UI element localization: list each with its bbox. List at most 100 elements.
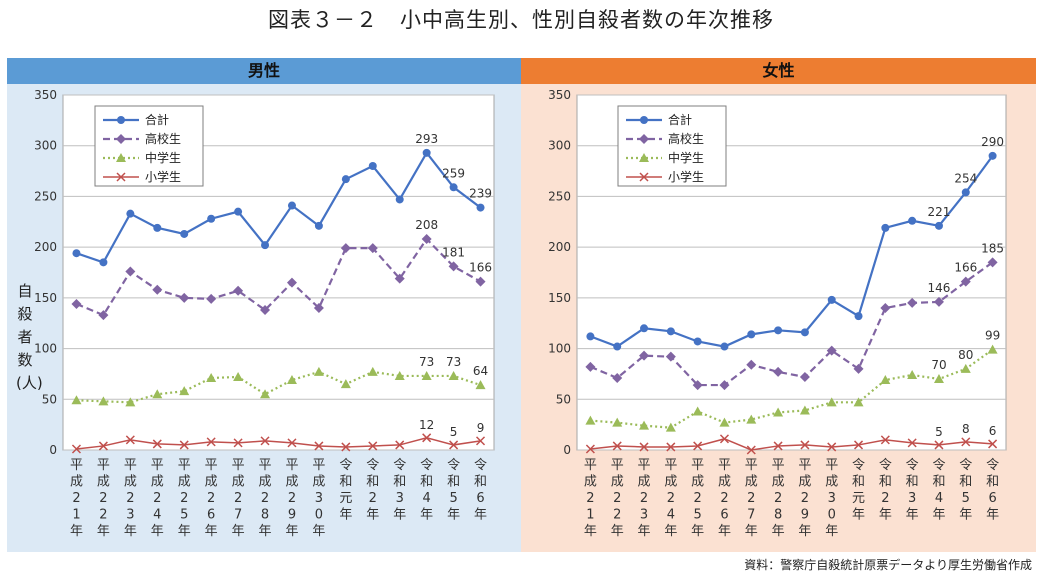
data-point-middle bbox=[71, 395, 82, 405]
data-point-middle bbox=[826, 397, 837, 407]
svg-text:1: 1 bbox=[586, 508, 594, 523]
female-panel: 女性 0 50 100 150 200 250 300 350 平成 2 1 年平成 2 2 年平成 2 3 年平… bbox=[521, 58, 1036, 552]
data-point-high bbox=[125, 266, 136, 277]
data-point-total bbox=[476, 203, 485, 212]
data-point-total bbox=[774, 326, 783, 335]
data-point-middle bbox=[206, 372, 217, 382]
svg-text:2: 2 bbox=[153, 491, 161, 506]
data-point-elementary bbox=[422, 433, 432, 443]
svg-text:年: 年 bbox=[447, 508, 460, 523]
svg-text:和: 和 bbox=[879, 475, 892, 490]
data-point-total bbox=[287, 201, 296, 210]
svg-text:2: 2 bbox=[667, 491, 675, 506]
data-label: 146 bbox=[928, 281, 951, 295]
data-point-middle bbox=[313, 366, 324, 376]
data-point-high bbox=[853, 363, 864, 374]
svg-text:平: 平 bbox=[70, 458, 83, 473]
data-point-elementary bbox=[206, 437, 216, 447]
legend-marker-elementary bbox=[639, 172, 649, 182]
data-point-elementary bbox=[693, 441, 703, 451]
svg-text:成: 成 bbox=[745, 475, 758, 490]
svg-text:2: 2 bbox=[99, 491, 107, 506]
svg-text:年: 年 bbox=[312, 524, 325, 539]
y-tick-label: 300 bbox=[548, 139, 571, 153]
svg-text:平: 平 bbox=[178, 458, 191, 473]
male-chart: 050100150200250300350平成21年平成22年平成23年平成24… bbox=[34, 88, 495, 539]
data-point-total bbox=[314, 221, 323, 230]
data-label: 181 bbox=[442, 245, 465, 259]
svg-text:年: 年 bbox=[611, 524, 624, 539]
svg-text:0: 0 bbox=[828, 508, 836, 523]
y-tick-label: 250 bbox=[34, 189, 57, 203]
svg-text:年: 年 bbox=[906, 508, 919, 523]
x-tick-label: 平成2 6年 bbox=[718, 458, 731, 539]
data-point-middle bbox=[286, 375, 297, 385]
x-tick-label: 平成2 4年 bbox=[151, 458, 164, 539]
svg-text:令: 令 bbox=[959, 458, 972, 473]
data-point-middle bbox=[665, 422, 676, 432]
svg-text:平: 平 bbox=[798, 458, 811, 473]
data-point-elementary bbox=[125, 435, 135, 445]
data-point-elementary bbox=[449, 440, 459, 450]
svg-text:成: 成 bbox=[178, 475, 191, 490]
svg-text:年: 年 bbox=[852, 508, 865, 523]
svg-text:元: 元 bbox=[852, 491, 865, 506]
data-point-elementary bbox=[395, 440, 405, 450]
x-tick-label: 平成2 7年 bbox=[232, 458, 245, 539]
data-point-middle bbox=[340, 379, 351, 389]
svg-text:和: 和 bbox=[339, 475, 352, 490]
svg-text:1: 1 bbox=[72, 508, 80, 523]
svg-text:令: 令 bbox=[420, 458, 433, 473]
svg-text:3: 3 bbox=[126, 508, 134, 523]
svg-text:年: 年 bbox=[97, 524, 110, 539]
data-label: 9 bbox=[477, 421, 485, 435]
data-point-high bbox=[612, 372, 623, 383]
svg-text:3: 3 bbox=[396, 491, 404, 506]
data-point-total bbox=[988, 151, 997, 160]
data-point-elementary bbox=[961, 437, 971, 447]
data-point-total bbox=[800, 328, 809, 337]
x-tick-label: 平成3 0年 bbox=[312, 458, 325, 539]
svg-text:2: 2 bbox=[234, 491, 242, 506]
svg-text:成: 成 bbox=[97, 475, 110, 490]
data-point-middle bbox=[933, 374, 944, 383]
data-point-middle bbox=[907, 369, 918, 379]
y-tick-label: 100 bbox=[34, 342, 57, 356]
svg-text:7: 7 bbox=[747, 508, 755, 523]
legend-marker-middle bbox=[116, 153, 126, 162]
x-tick-label: 令和4 年 bbox=[420, 458, 433, 523]
data-point-total bbox=[640, 324, 649, 333]
x-tick-label: 平成2 4年 bbox=[664, 458, 677, 539]
data-label: 64 bbox=[473, 364, 488, 378]
data-point-elementary bbox=[934, 440, 944, 450]
svg-text:8: 8 bbox=[261, 508, 269, 523]
svg-text:年: 年 bbox=[178, 524, 191, 539]
x-tick-label: 平成2 6年 bbox=[205, 458, 218, 539]
svg-text:平: 平 bbox=[232, 458, 245, 473]
svg-text:5: 5 bbox=[694, 508, 702, 523]
data-point-total bbox=[934, 221, 943, 230]
svg-text:令: 令 bbox=[447, 458, 460, 473]
y-tick-label: 0 bbox=[563, 443, 571, 457]
data-point-total bbox=[207, 214, 216, 223]
data-point-elementary bbox=[827, 442, 837, 452]
data-point-middle bbox=[746, 414, 757, 424]
svg-text:2: 2 bbox=[694, 491, 702, 506]
data-label: 208 bbox=[415, 218, 438, 232]
svg-text:成: 成 bbox=[151, 475, 164, 490]
svg-text:成: 成 bbox=[664, 475, 677, 490]
data-label: 166 bbox=[954, 261, 977, 275]
svg-text:平: 平 bbox=[825, 458, 838, 473]
svg-text:2: 2 bbox=[613, 508, 621, 523]
data-point-total bbox=[395, 195, 404, 204]
series-markers-elementary bbox=[585, 434, 998, 455]
svg-text:平: 平 bbox=[745, 458, 758, 473]
data-point-elementary bbox=[152, 439, 162, 449]
y-axis-label: 自殺者数(人) bbox=[16, 282, 43, 392]
data-point-total bbox=[234, 207, 243, 216]
svg-text:2: 2 bbox=[720, 491, 728, 506]
data-point-elementary bbox=[800, 440, 810, 450]
